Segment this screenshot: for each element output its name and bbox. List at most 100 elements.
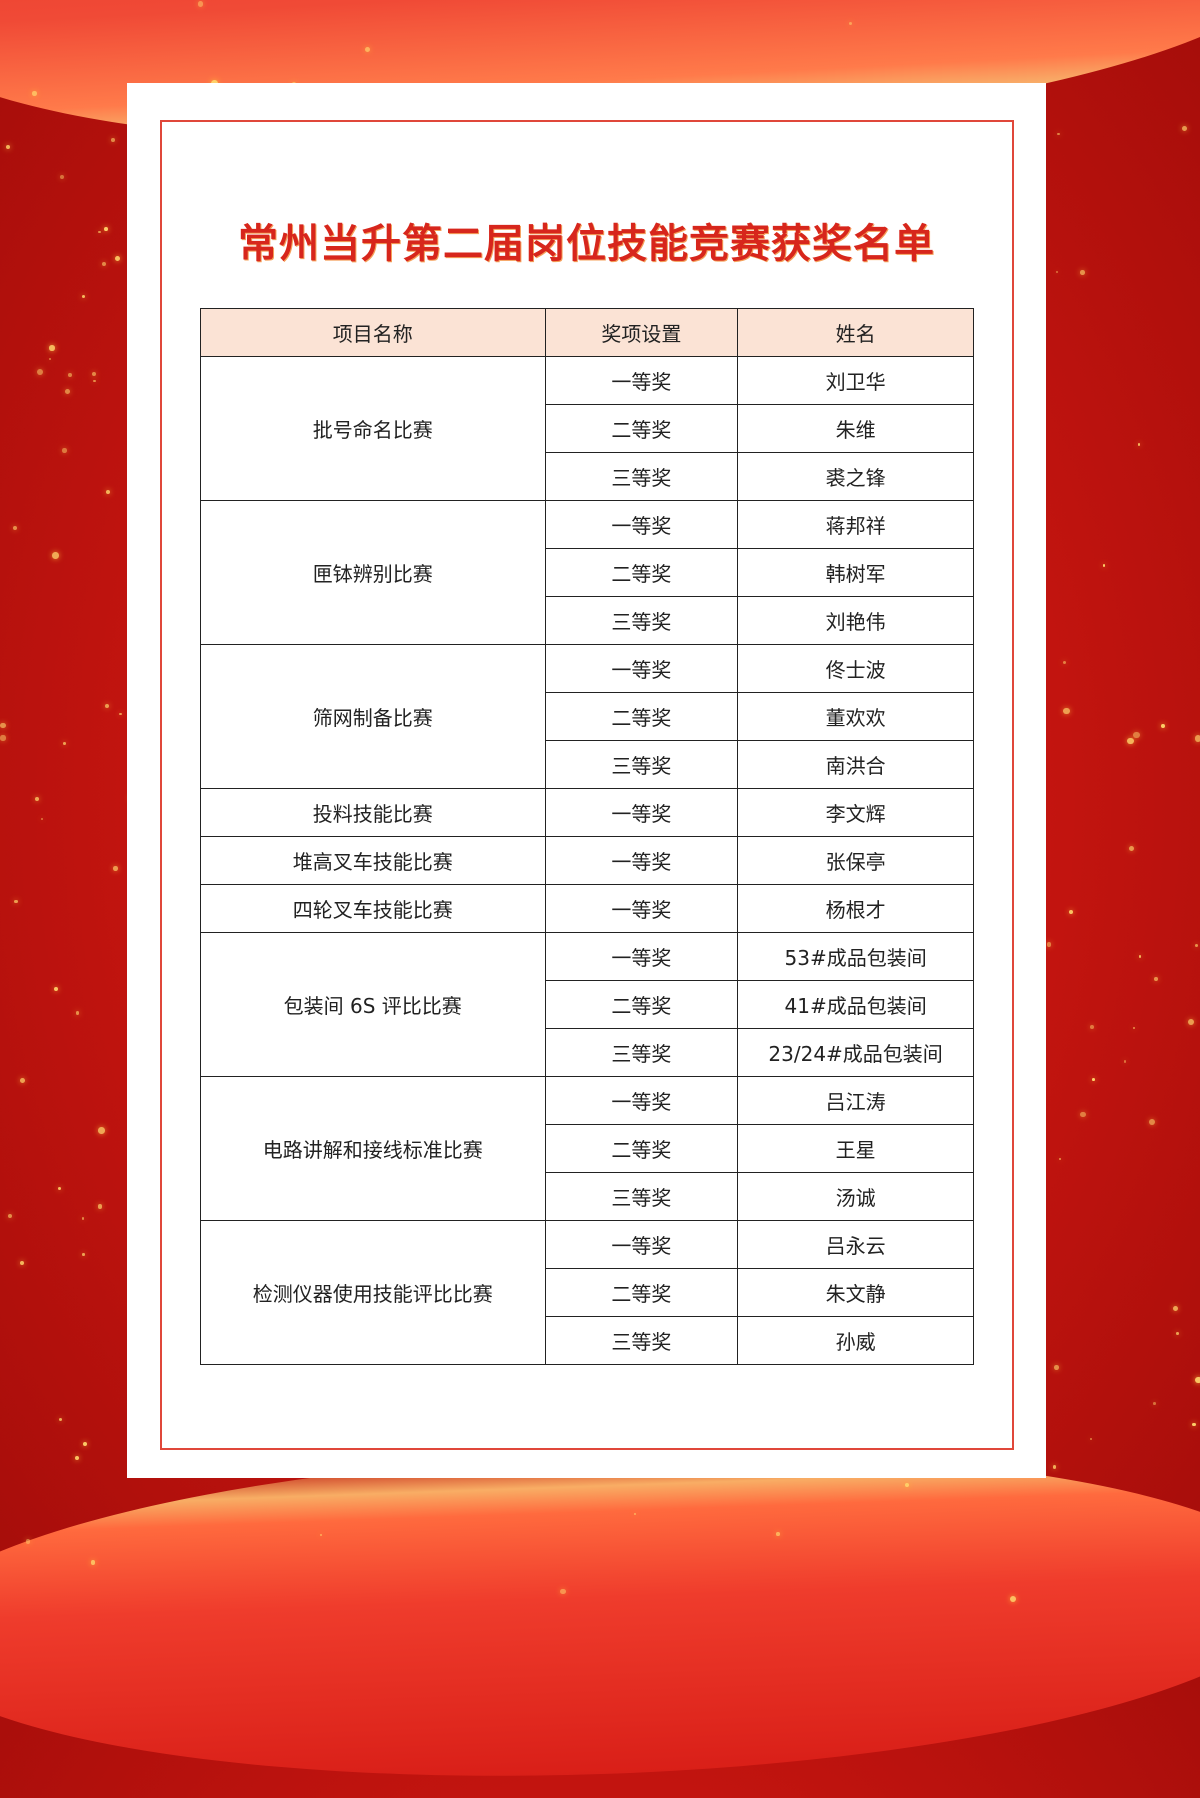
name-cell: 杨根才	[737, 884, 974, 933]
table-row: 二等奖 王星	[201, 1124, 974, 1173]
project-cell: 电路讲解和接线标准比赛	[200, 1076, 546, 1221]
name-cell: 吕永云	[737, 1220, 974, 1269]
project-cell: 匣钵辨别比赛	[200, 500, 546, 645]
sparkle-dot	[1054, 1365, 1059, 1370]
sparkle-dot	[82, 294, 86, 299]
award-cell: 一等奖	[544, 356, 739, 405]
award-cell: 一等奖	[544, 1220, 739, 1269]
sparkle-dot	[75, 1011, 80, 1016]
sparkle-dot	[364, 47, 370, 53]
project-cell: 包装间 6S 评比比赛	[200, 932, 546, 1077]
sparkle-dot	[1172, 1306, 1178, 1312]
sparkle-dot	[1133, 1027, 1136, 1030]
project-cell: 筛网制备比赛	[200, 644, 546, 789]
name-cell: 吕江涛	[737, 1076, 974, 1125]
sparkle-dot	[105, 489, 111, 494]
sparkle-dot	[1102, 564, 1105, 567]
table-row: 筛网制备比赛 一等奖 佟士波	[200, 644, 974, 789]
award-table: 项目名称 奖项设置 姓名 批号命名比赛 一等奖 刘卫华 二等奖 朱维 三等奖 裘之锋 匣钵辨别…	[200, 308, 974, 1365]
award-list-panel: 常州当升第二届岗位技能竞赛获奖名单 项目名称 奖项设置 姓名 批号命名比赛 一等奖…	[127, 83, 1046, 1478]
table-row: 三等奖 孙威	[201, 1316, 974, 1365]
sparkle-dot	[1137, 443, 1141, 446]
project-cell: 投料技能比赛	[200, 788, 546, 837]
bottom-decorative-wave	[0, 1429, 1200, 1798]
sparkle-dot	[14, 899, 18, 903]
award-cell: 三等奖	[544, 1316, 739, 1365]
sparkle-dot	[58, 1186, 62, 1191]
sparkle-dot	[37, 369, 43, 376]
sparkle-dot	[1055, 270, 1059, 273]
name-cell: 张保亭	[737, 836, 974, 885]
name-cell: 王星	[737, 1124, 974, 1173]
sparkle-dot	[1194, 943, 1199, 947]
award-cell: 一等奖	[544, 644, 739, 693]
sparkle-dot	[1181, 126, 1187, 131]
award-cell: 二等奖	[544, 548, 739, 597]
sparkle-dot	[1123, 1060, 1127, 1063]
page-title: 常州当升第二届岗位技能竞赛获奖名单	[238, 221, 935, 267]
sparkle-dot	[113, 866, 118, 871]
sparkle-dot	[1089, 1437, 1092, 1440]
header-name: 姓名	[737, 308, 974, 357]
sparkle-dot	[102, 261, 107, 267]
sparkle-dot	[32, 91, 37, 96]
sparkle-dot	[20, 1261, 25, 1266]
name-cell: 韩树军	[737, 548, 974, 597]
sparkle-dot	[8, 1214, 13, 1219]
sparkle-dot	[90, 1560, 96, 1566]
sparkle-dot	[560, 1588, 566, 1594]
table-row: 二等奖 董欢欢	[201, 692, 974, 741]
sparkle-dot	[197, 1, 203, 7]
sparkle-dot	[74, 1455, 79, 1460]
award-cell: 二等奖	[544, 980, 739, 1029]
name-cell: 孙威	[737, 1316, 974, 1365]
table-row: 二等奖 41#成品包装间	[201, 980, 974, 1029]
sparkle-dot	[41, 817, 44, 821]
sparkle-dot	[848, 21, 852, 25]
table-row: 二等奖 韩树军	[201, 548, 974, 597]
sparkle-dot	[1195, 1376, 1200, 1384]
sparkle-dot	[98, 1127, 105, 1134]
sparkle-dot	[1080, 1111, 1086, 1118]
sparkle-dot	[320, 1534, 323, 1537]
sparkle-dot	[1192, 1422, 1197, 1427]
table-row: 堆高叉车技能比赛 一等奖 张保亭	[200, 836, 974, 885]
sparkle-dot	[53, 986, 59, 992]
table-row: 三等奖 南洪合	[201, 740, 974, 789]
table-row: 二等奖 朱维	[201, 404, 974, 453]
sparkle-dot	[1052, 1465, 1057, 1470]
sparkle-dot	[111, 138, 115, 142]
sparkle-dot	[1138, 955, 1142, 959]
sparkle-dot	[68, 373, 73, 377]
sparkle-dot	[1009, 1595, 1017, 1602]
name-cell: 41#成品包装间	[737, 980, 974, 1029]
award-cell: 三等奖	[544, 452, 739, 501]
project-cell: 检测仪器使用技能评比比赛	[200, 1220, 546, 1365]
sparkle-dot	[82, 1441, 88, 1447]
award-cell: 二等奖	[544, 404, 739, 453]
name-cell: 董欢欢	[737, 692, 974, 741]
name-cell: 53#成品包装间	[737, 932, 974, 981]
name-cell: 裘之锋	[737, 452, 974, 501]
table-header-row: 项目名称 奖项设置 姓名	[200, 308, 974, 357]
award-cell: 三等奖	[544, 1028, 739, 1077]
project-cell: 堆高叉车技能比赛	[200, 836, 546, 885]
header-award: 奖项设置	[544, 308, 739, 357]
award-cell: 一等奖	[544, 884, 739, 933]
sparkle-dot	[12, 526, 17, 531]
name-cell: 刘卫华	[737, 356, 974, 405]
sparkle-dot	[1063, 707, 1071, 715]
award-cell: 二等奖	[544, 1124, 739, 1173]
sparkle-dot	[119, 712, 123, 716]
name-cell: 佟士波	[737, 644, 974, 693]
sparkle-dot	[633, 1512, 637, 1516]
header-project: 项目名称	[200, 308, 546, 357]
sparkle-dot	[34, 797, 39, 802]
table-row: 投料技能比赛 一等奖 李文辉	[200, 788, 974, 837]
sparkle-dot	[48, 358, 51, 361]
award-cell: 二等奖	[544, 692, 739, 741]
sparkle-dot	[1046, 942, 1052, 947]
sparkle-dot	[49, 345, 55, 351]
sparkle-dot	[115, 255, 121, 261]
name-cell: 刘艳伟	[737, 596, 974, 645]
